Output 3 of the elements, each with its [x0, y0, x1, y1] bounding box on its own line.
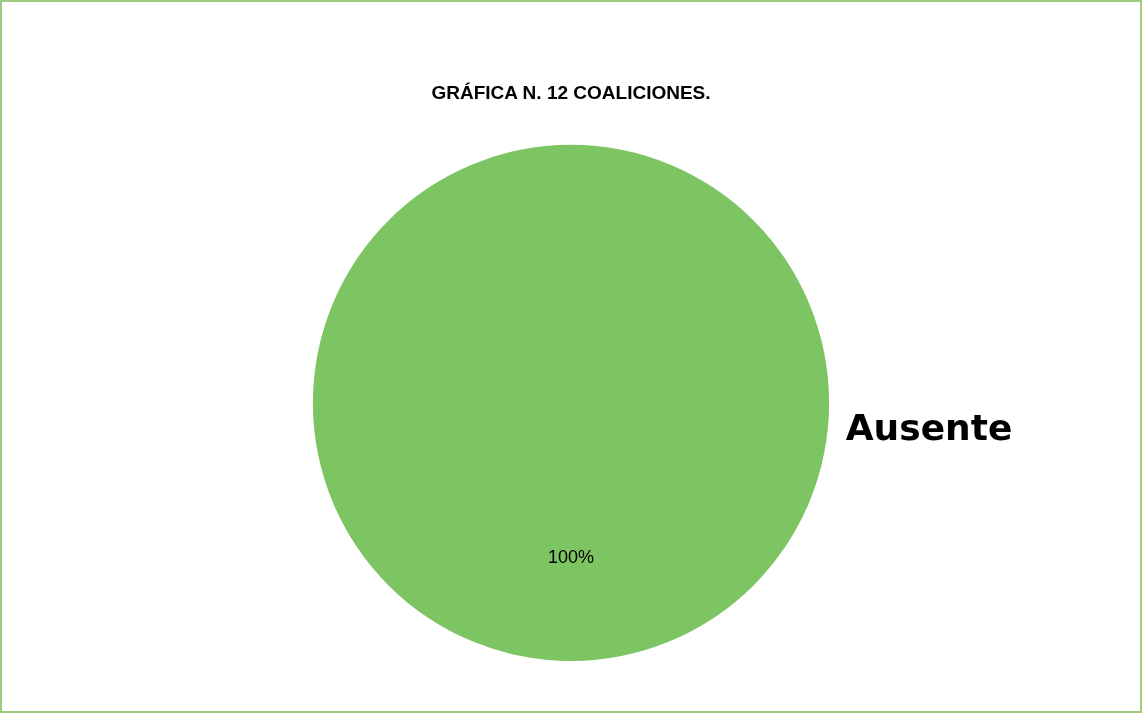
chart-title: GRÁFICA N. 12 COALICIONES.: [431, 81, 711, 103]
slice-label: Ausente: [845, 406, 1013, 448]
data-label: 100%: [547, 546, 595, 567]
